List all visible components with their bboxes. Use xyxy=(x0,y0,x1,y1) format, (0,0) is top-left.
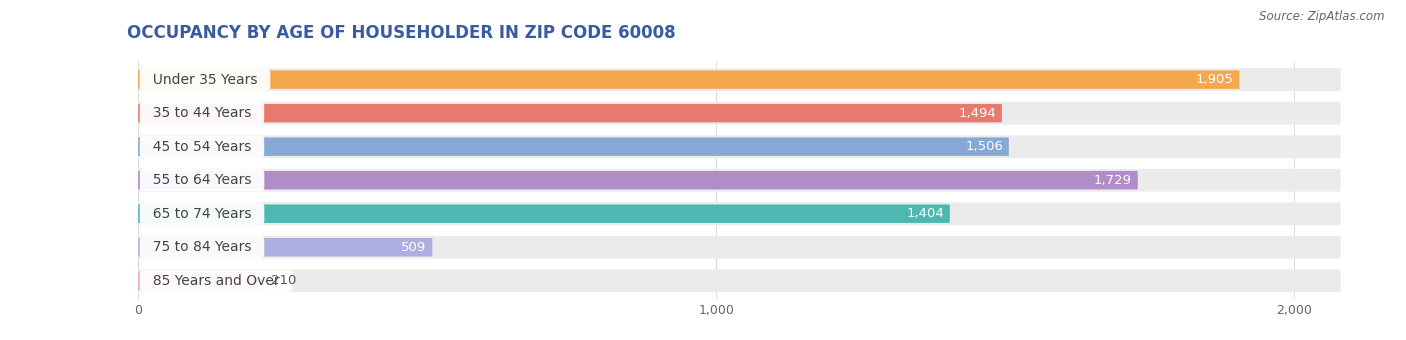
Text: 45 to 54 Years: 45 to 54 Years xyxy=(143,140,260,154)
Text: 1,494: 1,494 xyxy=(959,107,995,120)
FancyBboxPatch shape xyxy=(138,169,1341,192)
FancyBboxPatch shape xyxy=(138,171,1137,189)
Text: 1,506: 1,506 xyxy=(965,140,1002,153)
Text: 55 to 64 Years: 55 to 64 Years xyxy=(143,173,260,187)
Text: 1,905: 1,905 xyxy=(1197,73,1233,86)
Text: 210: 210 xyxy=(271,274,297,287)
FancyBboxPatch shape xyxy=(138,204,950,223)
FancyBboxPatch shape xyxy=(138,238,433,256)
FancyBboxPatch shape xyxy=(138,70,1240,89)
FancyBboxPatch shape xyxy=(138,272,260,290)
FancyBboxPatch shape xyxy=(138,202,1341,225)
FancyBboxPatch shape xyxy=(138,269,1341,292)
Text: 1,729: 1,729 xyxy=(1094,174,1132,187)
Text: Under 35 Years: Under 35 Years xyxy=(143,73,266,87)
Text: 1,404: 1,404 xyxy=(907,207,943,220)
FancyBboxPatch shape xyxy=(138,104,1002,122)
Text: 85 Years and Over: 85 Years and Over xyxy=(143,274,288,288)
Text: OCCUPANCY BY AGE OF HOUSEHOLDER IN ZIP CODE 60008: OCCUPANCY BY AGE OF HOUSEHOLDER IN ZIP C… xyxy=(127,24,675,42)
FancyBboxPatch shape xyxy=(138,137,1010,156)
Text: Source: ZipAtlas.com: Source: ZipAtlas.com xyxy=(1260,10,1385,23)
Text: 75 to 84 Years: 75 to 84 Years xyxy=(143,240,260,254)
Text: 35 to 44 Years: 35 to 44 Years xyxy=(143,106,260,120)
FancyBboxPatch shape xyxy=(138,135,1341,158)
FancyBboxPatch shape xyxy=(138,236,1341,259)
FancyBboxPatch shape xyxy=(138,102,1341,124)
FancyBboxPatch shape xyxy=(138,68,1341,91)
Text: 509: 509 xyxy=(401,241,426,254)
Text: 65 to 74 Years: 65 to 74 Years xyxy=(143,207,260,221)
